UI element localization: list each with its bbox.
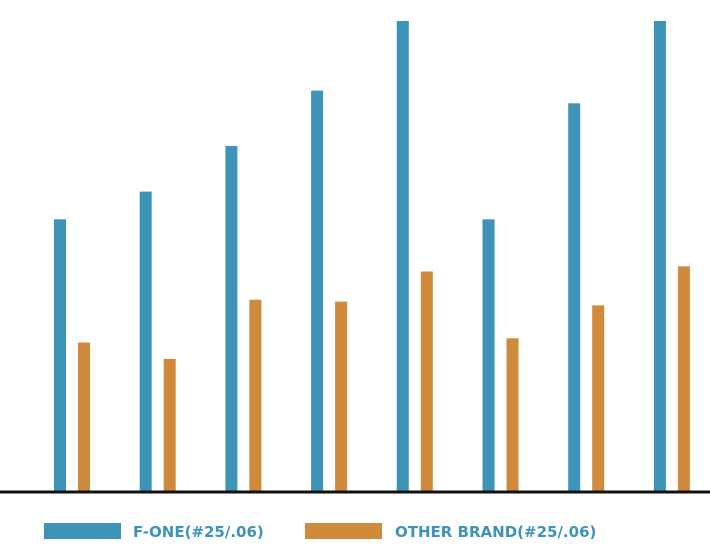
legend-swatch-other-brand bbox=[305, 523, 382, 539]
legend: F-ONE(#25/.06) OTHER BRAND(#25/.06) bbox=[44, 523, 596, 541]
bar-f-one-4 bbox=[311, 90, 324, 491]
bar-f-one-2 bbox=[139, 191, 152, 491]
bar-f-one-3 bbox=[225, 146, 238, 491]
bar-other-brand-1 bbox=[78, 342, 90, 491]
bar-other-brand-8 bbox=[677, 266, 690, 491]
bar-f-one-6 bbox=[482, 219, 495, 492]
bar-other-brand-7 bbox=[592, 305, 605, 492]
bar-f-one-5 bbox=[396, 21, 409, 491]
legend-label-f-one: F-ONE(#25/.06) bbox=[133, 523, 264, 541]
bar-f-one-8 bbox=[653, 21, 666, 491]
bar-other-brand-5 bbox=[420, 271, 433, 491]
bar-other-brand-6 bbox=[506, 338, 519, 492]
legend-swatch-f-one bbox=[44, 523, 121, 539]
bar-other-brand-2 bbox=[163, 358, 176, 491]
bar-f-one-1 bbox=[54, 219, 66, 492]
bars-group bbox=[54, 21, 690, 492]
bar-other-brand-4 bbox=[335, 301, 348, 491]
bar-other-brand-3 bbox=[249, 299, 262, 491]
bar-f-one-7 bbox=[568, 103, 581, 492]
legend-label-other-brand: OTHER BRAND(#25/.06) bbox=[395, 523, 596, 541]
